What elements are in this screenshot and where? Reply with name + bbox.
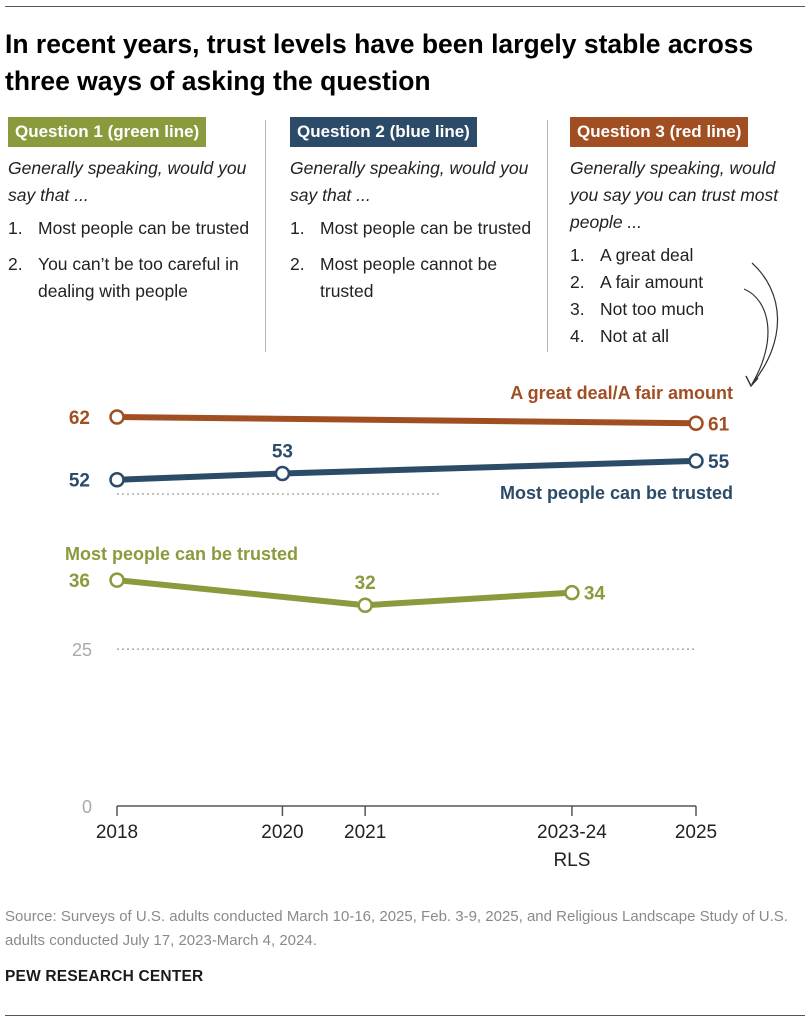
option-text: Most people can be trusted	[320, 218, 532, 238]
question-2-options: 1. Most people can be trusted 2. Most peop…	[290, 215, 535, 305]
option-text: Most people can be trusted	[38, 218, 250, 238]
green-series-line	[116, 577, 573, 609]
red-series-line	[116, 414, 697, 427]
green-point-36	[109, 572, 125, 588]
option-text: A great deal	[600, 245, 694, 265]
green-point-34	[564, 584, 580, 601]
callout-arrow-curve	[743, 288, 769, 385]
green-data-label-32: 32	[355, 573, 376, 594]
question-3-option-4: 4. Not at all	[570, 323, 798, 350]
option-number: 2.	[8, 254, 23, 274]
question-3-option-3: 3. Not too much	[570, 296, 798, 323]
red-point-61	[688, 415, 704, 432]
option-number: 1.	[570, 245, 585, 265]
green-point-32	[357, 597, 373, 613]
labels: 62 61 52 53 55 36 32 34 A great deal/A fair amou…	[65, 383, 733, 605]
red-point-62	[109, 409, 125, 425]
source-note: Source: Surveys of U.S. adults conducted…	[5, 908, 788, 949]
blue-series-label: Most people can be trusted	[500, 483, 733, 503]
x-axis: 2018 2020 2021 2023-24 RLS 2025	[96, 805, 717, 871]
page-title: In recent years, trust levels have been …	[5, 29, 754, 96]
question-1-options: 1. Most people can be trusted 2. You can’t…	[8, 215, 253, 305]
callout-arrows	[743, 262, 779, 388]
option-text: You can’t be too careful in dealing with…	[38, 254, 239, 301]
brand-logo-text: PEW RESEARCH CENTER	[5, 968, 204, 985]
option-number: 3.	[570, 299, 585, 319]
y-tick-label-25: 25	[72, 640, 92, 660]
question-2-header: Question 2 (blue line)	[290, 117, 477, 147]
red-series-label: A great deal/A fair amount	[510, 383, 733, 403]
question-3-header: Question 3 (red line)	[570, 117, 749, 147]
blue-data-label-53: 53	[272, 441, 293, 462]
x-tick-label-2020: 2020	[261, 822, 303, 843]
red-data-label-61: 61	[708, 414, 730, 435]
option-text: Most people cannot be trusted	[320, 254, 498, 301]
gridlines: 0 25	[72, 493, 696, 817]
green-series-label: Most people can be trusted	[65, 544, 298, 564]
question-1-prompt: Generally speaking, would you say that .…	[8, 158, 247, 205]
option-number: 2.	[570, 272, 585, 292]
question-2-panel: Question 2 (blue line) Generally speakin…	[290, 117, 535, 314]
red-data-label-62: 62	[69, 408, 90, 429]
top-rule	[5, 6, 805, 7]
x-tick-label-2025: 2025	[675, 822, 717, 843]
question-3-options: 1. A great deal 2. A fair amount 3. Not too…	[570, 242, 798, 350]
series	[109, 409, 704, 613]
option-number: 2.	[290, 254, 305, 274]
blue-data-label-55: 55	[708, 452, 730, 473]
option-number: 4.	[570, 326, 585, 346]
callout-arrow-curve	[751, 262, 779, 385]
x-tick-label-2018: 2018	[96, 822, 138, 843]
column-divider	[547, 120, 548, 352]
green-data-label-36: 36	[69, 571, 90, 592]
option-text: Not too much	[600, 299, 705, 319]
callout-arrowhead	[745, 375, 759, 388]
blue-data-label-52: 52	[69, 471, 90, 492]
question-3-option-1: 1. A great deal	[570, 242, 798, 269]
question-1-option-2: 2. You can’t be too careful in dealing wi…	[8, 251, 253, 305]
question-1-panel: Question 1 (green line) Generally speaki…	[8, 117, 253, 314]
question-2-option-1: 1. Most people can be trusted	[290, 215, 535, 242]
option-number: 1.	[290, 218, 305, 238]
x-tick-label-2023-24: 2023-24	[537, 822, 607, 843]
y-tick-label-0: 0	[82, 797, 92, 817]
option-number: 1.	[8, 218, 23, 238]
bottom-rule	[5, 1015, 805, 1016]
blue-series-line	[116, 457, 697, 483]
x-tick-label-2021: 2021	[344, 822, 386, 843]
question-2-option-2: 2. Most people cannot be trusted	[290, 251, 535, 305]
question-1-header: Question 1 (green line)	[8, 117, 207, 147]
blue-point-55	[688, 453, 704, 469]
blue-point-52	[109, 471, 125, 488]
column-divider	[265, 120, 266, 352]
blue-point-53	[274, 465, 291, 482]
x-tick-sublabel-RLS: RLS	[553, 850, 590, 871]
question-3-option-2: 2. A fair amount	[570, 269, 798, 296]
option-text: Not at all	[600, 326, 670, 346]
question-3-panel: Question 3 (red line) Generally speaking…	[570, 117, 798, 350]
question-2-prompt: Generally speaking, would you say that .…	[290, 158, 529, 205]
green-data-label-34: 34	[584, 584, 606, 605]
question-1-option-1: 1. Most people can be trusted	[8, 215, 253, 242]
question-3-prompt: Generally speaking, would you say you ca…	[570, 158, 779, 232]
option-text: A fair amount	[600, 272, 704, 292]
